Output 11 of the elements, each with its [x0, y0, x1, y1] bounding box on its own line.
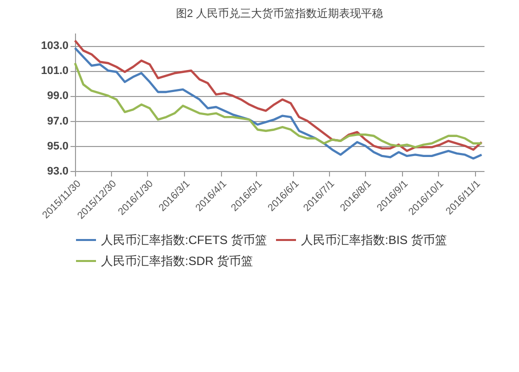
y-tick-label: 97.0	[47, 115, 68, 128]
legend-label: 人民币汇率指数:BIS 货币篮	[301, 233, 448, 247]
line-series	[74, 62, 483, 148]
y-tick-label: 93.0	[47, 166, 68, 178]
y-tick-label: 101.0	[40, 65, 68, 78]
legend-label: 人民币汇率指数:SDR 货币篮	[101, 254, 254, 268]
y-tick-label: 99.0	[47, 90, 68, 102]
chart-title: 图2 人民币兑三大货币篮指数近期表现平稳	[176, 7, 384, 20]
y-tick-label: 95.0	[47, 140, 68, 152]
y-tick-label: 103.0	[40, 40, 68, 52]
legend-label: 人民币汇率指数:CFETS 货币篮	[101, 233, 268, 247]
